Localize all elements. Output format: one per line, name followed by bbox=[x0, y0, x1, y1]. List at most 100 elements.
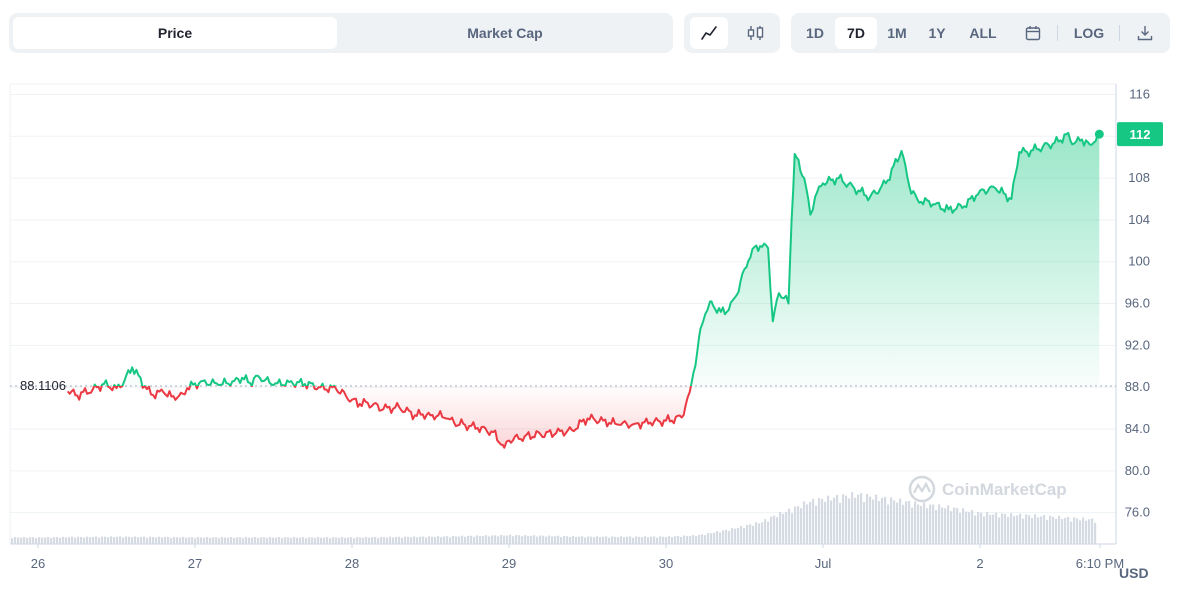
volume-bar bbox=[92, 537, 95, 544]
volume-bar bbox=[314, 537, 317, 544]
range-1m-button[interactable]: 1M bbox=[887, 25, 907, 41]
volume-bar bbox=[317, 537, 320, 544]
volume-bar bbox=[809, 501, 812, 544]
volume-bar bbox=[812, 498, 815, 544]
volume-bar bbox=[14, 537, 17, 544]
volume-bar bbox=[671, 537, 674, 544]
volume-bar bbox=[206, 537, 209, 544]
volume-bar bbox=[908, 501, 911, 544]
volume-bar bbox=[755, 522, 758, 544]
volume-bar bbox=[461, 535, 464, 544]
range-7d-button[interactable]: 7D bbox=[835, 17, 877, 49]
y-tick-label: 88.0 bbox=[1125, 379, 1150, 394]
chart-toolbar: Price Market Cap 1D 7D 1M 1Y ALL bbox=[0, 0, 1179, 60]
volume-bar bbox=[200, 537, 203, 544]
volume-bar bbox=[806, 504, 809, 544]
volume-bar bbox=[1088, 519, 1091, 544]
volume-bar bbox=[632, 537, 635, 544]
volume-bar bbox=[524, 535, 527, 544]
volume-bar bbox=[152, 537, 155, 544]
x-tick-label: 30 bbox=[659, 556, 673, 571]
volume-bar bbox=[542, 535, 545, 544]
volume-bar bbox=[662, 536, 665, 544]
volume-bar bbox=[263, 537, 266, 544]
volume-bar bbox=[803, 501, 806, 544]
candlestick-button[interactable] bbox=[736, 17, 774, 49]
x-tick-label: 2 bbox=[976, 556, 983, 571]
volume-bar bbox=[731, 528, 734, 544]
volume-bar bbox=[332, 537, 335, 544]
volume-bar bbox=[53, 537, 56, 544]
volume-bar bbox=[707, 532, 710, 544]
line-chart-button[interactable] bbox=[690, 17, 728, 49]
volume-bar bbox=[611, 536, 614, 544]
y-tick-label: 80.0 bbox=[1125, 463, 1150, 478]
date-range-button[interactable] bbox=[1014, 17, 1052, 49]
volume-bar bbox=[713, 532, 716, 544]
x-tick-label: 29 bbox=[502, 556, 516, 571]
volume-bar bbox=[674, 536, 677, 544]
volume-bar bbox=[545, 536, 548, 544]
volume-bar bbox=[185, 537, 188, 544]
download-button[interactable] bbox=[1126, 17, 1164, 49]
volume-bar bbox=[605, 536, 608, 544]
range-1d-button[interactable]: 1D bbox=[806, 25, 824, 41]
volume-bar bbox=[1016, 515, 1019, 544]
log-scale-button[interactable]: LOG bbox=[1073, 25, 1105, 41]
volume-bar bbox=[170, 538, 173, 544]
volume-bar bbox=[347, 537, 350, 544]
volume-bar bbox=[887, 504, 890, 544]
range-1y-button[interactable]: 1Y bbox=[928, 25, 946, 41]
volume-bar bbox=[890, 497, 893, 544]
volume-bar bbox=[113, 537, 116, 544]
volume-bar bbox=[287, 537, 290, 544]
volume-bar bbox=[560, 537, 563, 544]
volume-bar bbox=[212, 537, 215, 544]
volume-bar bbox=[941, 507, 944, 544]
volume-bar bbox=[281, 538, 284, 544]
volume-bar bbox=[131, 537, 134, 544]
volume-bar bbox=[164, 537, 167, 544]
tab-price[interactable]: Price bbox=[13, 17, 337, 49]
volume-bar bbox=[488, 536, 491, 544]
volume-bar bbox=[797, 506, 800, 544]
volume-bar bbox=[182, 536, 185, 544]
volume-bar bbox=[971, 510, 974, 544]
volume-bar bbox=[773, 515, 776, 544]
volume-bar bbox=[761, 522, 764, 544]
volume-bar bbox=[329, 538, 332, 544]
volume-bar bbox=[512, 536, 515, 544]
volume-bar bbox=[551, 536, 554, 544]
volume-bar bbox=[593, 537, 596, 544]
volume-bar bbox=[119, 536, 122, 544]
volume-bar bbox=[1028, 515, 1031, 544]
volume-bar bbox=[272, 537, 275, 544]
volume-bar bbox=[23, 537, 26, 544]
volume-bar bbox=[824, 501, 827, 544]
volume-bar bbox=[869, 496, 872, 544]
volume-bar bbox=[194, 538, 197, 544]
volume-bar bbox=[233, 538, 236, 544]
volume-bar bbox=[278, 537, 281, 544]
volume-bar bbox=[854, 497, 857, 544]
volume-bar bbox=[80, 536, 83, 544]
range-all-button[interactable]: ALL bbox=[969, 25, 997, 41]
volume-bar bbox=[1055, 519, 1058, 544]
volume-bar bbox=[902, 504, 905, 544]
chart-type-switch bbox=[684, 13, 780, 53]
volume-bar bbox=[437, 536, 440, 544]
volume-bar bbox=[953, 507, 956, 544]
volume-bars bbox=[11, 492, 1097, 544]
volume-bar bbox=[155, 537, 158, 544]
volume-bar bbox=[50, 538, 53, 544]
volume-bar bbox=[914, 501, 917, 544]
volume-bar bbox=[425, 537, 428, 544]
volume-bar bbox=[539, 535, 542, 544]
volume-bar bbox=[839, 502, 842, 544]
volume-bar bbox=[866, 493, 869, 544]
volume-bar bbox=[638, 536, 641, 544]
volume-bar bbox=[1046, 519, 1049, 544]
volume-bar bbox=[785, 511, 788, 544]
tab-market-cap[interactable]: Market Cap bbox=[467, 25, 543, 41]
volume-bar bbox=[77, 536, 80, 544]
